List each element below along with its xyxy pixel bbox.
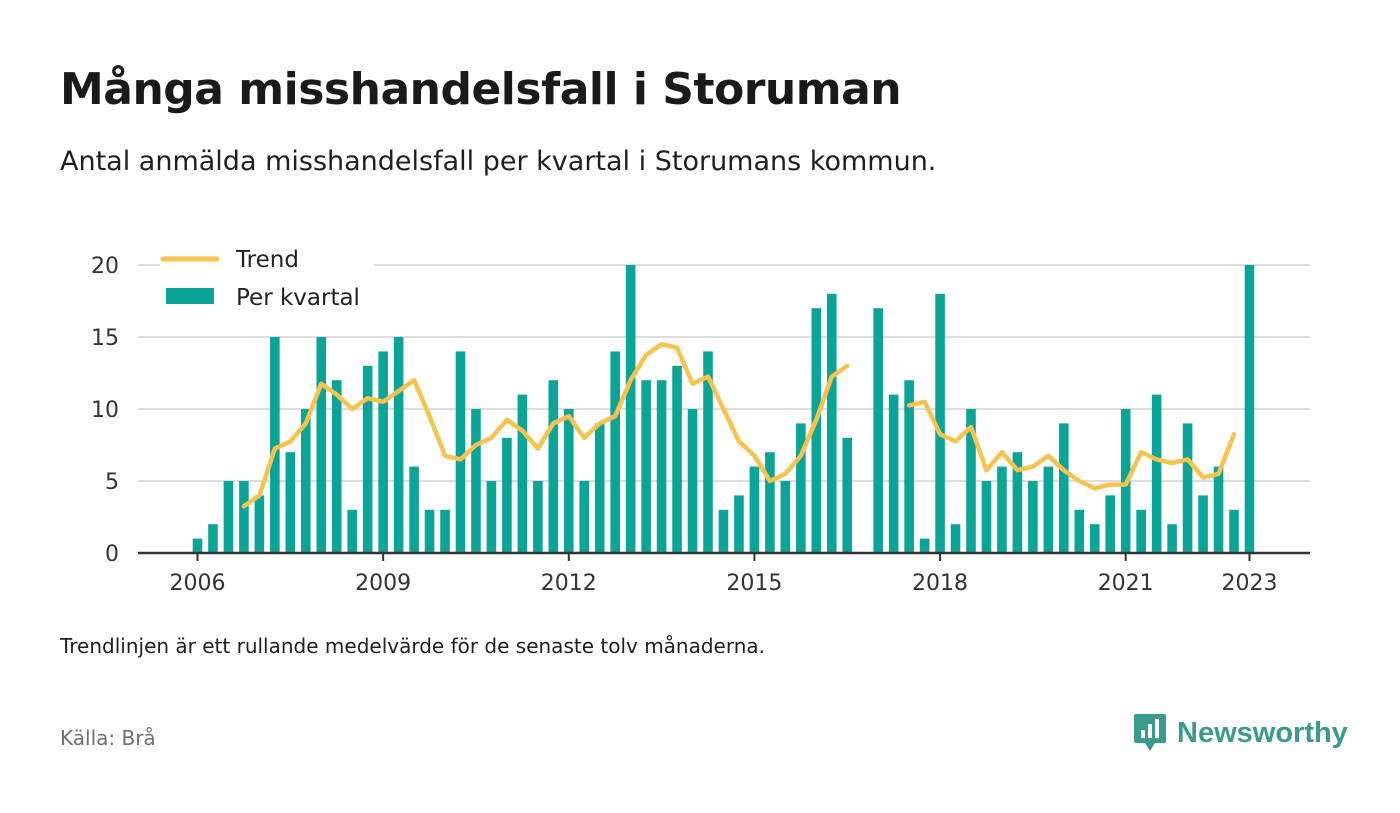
bar	[1213, 466, 1224, 553]
bar	[424, 509, 435, 553]
bar	[300, 409, 311, 553]
bar	[331, 380, 342, 553]
bar	[455, 351, 466, 553]
bar-chart-speech-bubble-icon	[1134, 714, 1166, 751]
bar	[223, 481, 234, 553]
bar	[796, 423, 806, 553]
bar	[270, 337, 280, 553]
chart-area: 0 5 10 15 20 2006 2009 2012 2015 2018 2021 2023 Tre…	[91, 238, 1310, 596]
bar	[1059, 423, 1069, 553]
bar	[625, 265, 636, 553]
bar	[285, 452, 296, 553]
y-tick-label: 10	[91, 398, 119, 423]
y-tick-label: 0	[105, 542, 119, 567]
legend-trend-label: Trend	[235, 247, 299, 273]
y-tick-label: 20	[91, 254, 119, 279]
trend-series	[241, 341, 1237, 509]
bar	[579, 481, 590, 553]
bar	[656, 380, 667, 553]
bar	[486, 481, 497, 553]
trend-line	[906, 399, 1237, 491]
bar	[1151, 394, 1162, 553]
x-tick-label: 2009	[355, 571, 411, 596]
bar	[780, 481, 791, 553]
bar	[1074, 509, 1085, 553]
bar	[966, 409, 976, 553]
bar	[734, 495, 744, 553]
bar	[502, 437, 512, 553]
bar	[393, 337, 404, 553]
legend: Trend Per kvartal	[160, 238, 374, 322]
brand-logo[interactable]: Newsworthy	[1133, 712, 1348, 754]
trend-line	[241, 341, 850, 509]
chart-title: Många misshandelsfall i Storuman	[60, 64, 902, 115]
legend-background	[160, 238, 374, 322]
bar	[208, 524, 218, 553]
bar	[440, 509, 450, 553]
bar	[1012, 452, 1023, 553]
bar	[563, 409, 574, 553]
bar	[1198, 495, 1208, 553]
x-tick-label: 2018	[912, 571, 968, 596]
bar	[192, 538, 203, 553]
bar	[950, 524, 961, 553]
bar	[362, 365, 373, 553]
bar	[718, 509, 729, 553]
bar	[935, 293, 945, 553]
bar	[687, 409, 698, 553]
legend-bar-label: Per kvartal	[236, 285, 360, 311]
bar	[749, 466, 760, 553]
bar	[239, 481, 249, 553]
bar	[765, 452, 775, 553]
bar	[316, 337, 327, 553]
footnote: Trendlinjen är ett rullande medelvärde f…	[60, 634, 766, 658]
bar	[826, 293, 837, 553]
y-tick-label: 15	[91, 326, 119, 351]
y-tick-label: 5	[105, 470, 119, 495]
source-credit: Källa: Brå	[60, 726, 156, 750]
bar	[1244, 265, 1255, 553]
x-tick-label: 2021	[1098, 571, 1154, 596]
bar	[347, 509, 357, 553]
brand-name: Newsworthy	[1177, 716, 1348, 749]
x-tick-label: 2006	[170, 571, 226, 596]
bar	[1105, 495, 1116, 553]
bar	[981, 481, 992, 553]
bar	[842, 437, 853, 553]
bar	[873, 308, 883, 553]
bar	[811, 308, 822, 553]
bar	[1089, 524, 1100, 553]
bar	[641, 380, 651, 553]
bar	[610, 351, 620, 553]
bar	[517, 394, 528, 553]
bar	[904, 380, 914, 553]
bar	[1028, 481, 1038, 553]
bar	[888, 394, 899, 553]
bar	[1167, 524, 1177, 553]
legend-bar-swatch	[166, 288, 214, 304]
bar	[254, 495, 265, 553]
bar	[533, 481, 543, 553]
bar-series	[192, 265, 1255, 553]
bar	[997, 466, 1007, 553]
chart-subtitle: Antal anmälda misshandelsfall per kvarta…	[60, 146, 937, 177]
bar	[1229, 509, 1239, 553]
x-tick-label: 2023	[1221, 571, 1277, 596]
bar	[471, 409, 481, 553]
bar	[548, 380, 559, 553]
bar	[919, 538, 930, 553]
bar	[594, 423, 605, 553]
bar	[703, 351, 713, 553]
bar	[378, 351, 388, 553]
x-tick-label: 2012	[541, 571, 597, 596]
bar	[1182, 423, 1193, 553]
bar	[672, 365, 682, 553]
bar	[409, 466, 419, 553]
x-tick-label: 2015	[726, 571, 782, 596]
bar	[1043, 466, 1054, 553]
axes: 0 5 10 15 20 2006 2009 2012 2015 2018 2021 2023	[91, 254, 1310, 596]
bar	[1136, 509, 1146, 553]
